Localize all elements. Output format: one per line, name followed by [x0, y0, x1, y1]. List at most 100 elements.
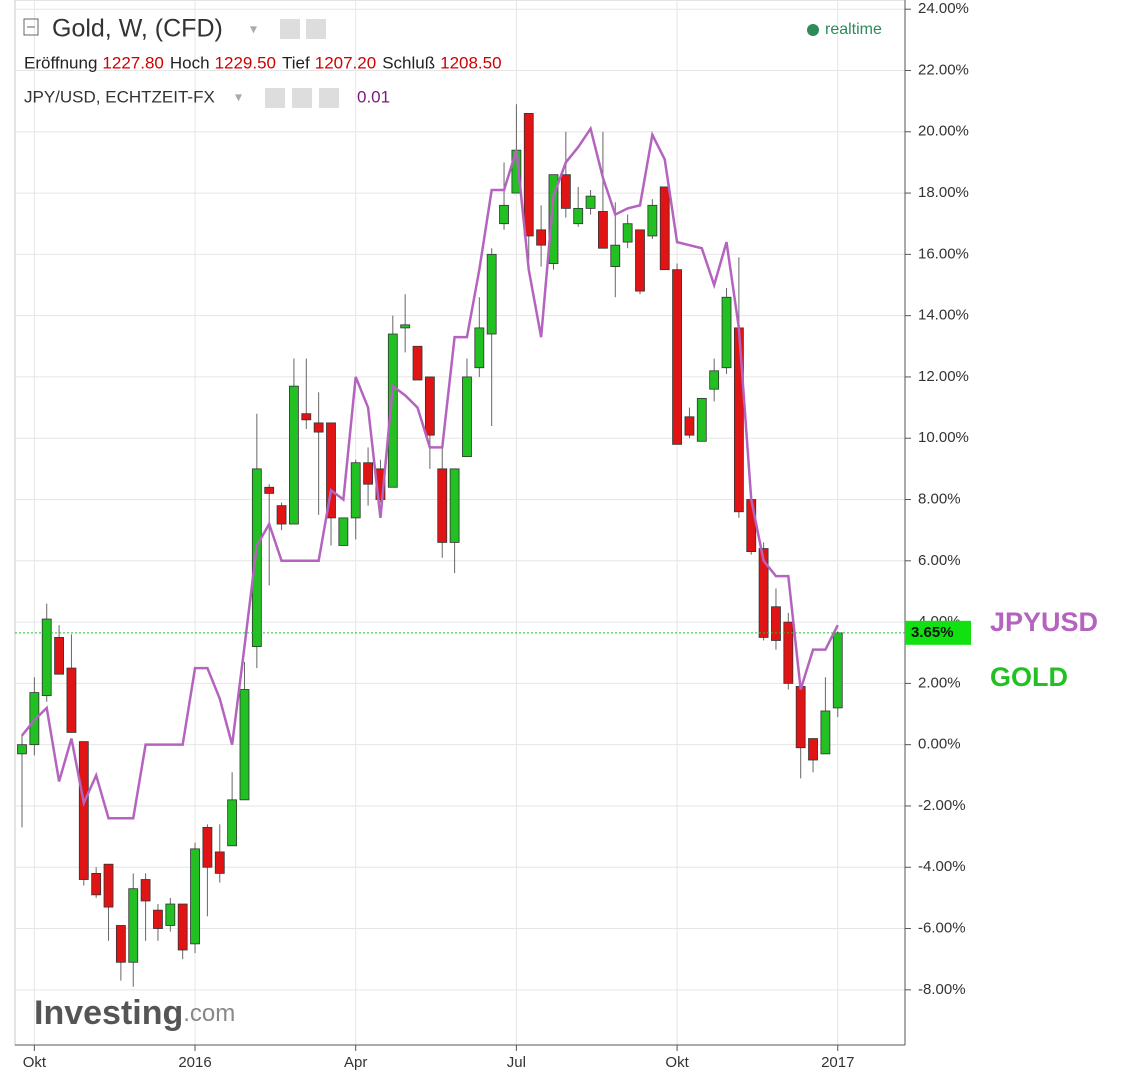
watermark: Investing.com	[34, 994, 235, 1032]
eye-icon[interactable]	[265, 88, 285, 108]
candle-body	[523, 112, 534, 237]
candle-body	[499, 204, 509, 225]
candle-body	[709, 370, 720, 390]
candle-body	[251, 468, 262, 648]
y-tick-label: 2.00%	[918, 674, 961, 691]
y-tick-label: 14.00%	[918, 307, 969, 324]
dropdown-arrow[interactable]: ▾	[235, 89, 242, 105]
candle-body	[771, 606, 781, 641]
candle-body	[548, 174, 559, 264]
candle-body	[598, 211, 608, 249]
candle-body	[659, 186, 670, 271]
candle-body	[214, 851, 225, 874]
candle-body	[140, 879, 151, 902]
candle-body	[573, 207, 584, 225]
y-tick-label: -2.00%	[918, 797, 966, 814]
candle-body	[276, 505, 287, 525]
ohlc-value: 1227.80	[102, 53, 163, 72]
candle-body	[412, 345, 423, 381]
candle-body	[326, 422, 336, 519]
y-tick-label: -8.00%	[918, 981, 966, 998]
candle-body	[239, 689, 250, 801]
y-tick-label: 8.00%	[918, 490, 961, 507]
candle-body	[647, 204, 658, 237]
ohlc-value: 1207.20	[315, 53, 376, 72]
x-tick-label: 2017	[821, 1054, 854, 1071]
candle-body	[820, 710, 831, 755]
candle-body	[387, 333, 398, 488]
y-tick-label: 22.00%	[918, 61, 969, 78]
y-tick-label: -6.00%	[918, 920, 966, 937]
dropdown-arrow[interactable]: ▾	[250, 21, 257, 37]
candle-body	[177, 903, 188, 951]
eye-icon[interactable]	[280, 19, 300, 39]
x-tick-label: Jul	[507, 1054, 526, 1071]
candle-body	[338, 517, 349, 546]
last-price-tag	[905, 620, 971, 645]
last-price-label: 3.65%	[911, 624, 954, 641]
ohlc-value: 1208.50	[440, 53, 501, 72]
y-tick-label: 6.00%	[918, 552, 961, 569]
settings-icon[interactable]	[306, 19, 326, 39]
legend-entry: GOLD	[990, 662, 1068, 692]
candle-body	[622, 223, 633, 243]
ohlc-name: Eröffnung	[24, 53, 97, 72]
candle-body	[536, 229, 547, 246]
candle-body	[264, 486, 275, 494]
candle-body	[66, 667, 77, 733]
candle-body	[486, 253, 497, 335]
y-tick-label: 20.00%	[918, 123, 969, 140]
status: realtime	[825, 21, 882, 38]
y-tick-label: 16.00%	[918, 245, 969, 262]
candle-body	[746, 499, 757, 553]
candle-body	[41, 618, 52, 697]
ohlc-value: 1229.50	[215, 53, 276, 72]
x-tick-label: Okt	[665, 1054, 689, 1071]
candle-body	[78, 741, 89, 880]
x-tick-label: 2016	[178, 1054, 211, 1071]
candle-body	[635, 229, 645, 292]
candle-body	[721, 296, 732, 369]
candle-body	[313, 422, 324, 433]
candle-body	[165, 903, 176, 926]
ohlc-name: Schluß	[382, 53, 435, 72]
candle-body	[363, 462, 373, 485]
candle-body	[202, 827, 213, 868]
candle-body	[560, 174, 571, 209]
candle-body	[808, 738, 818, 761]
candle-body	[758, 548, 769, 638]
settings-icon[interactable]	[292, 88, 312, 108]
candle-body	[350, 462, 361, 519]
candle-body	[795, 686, 806, 749]
candle-body	[610, 244, 621, 268]
candle-body	[301, 413, 312, 421]
candle-body	[672, 269, 682, 445]
overlay-value: 0.01	[357, 87, 390, 106]
watermark-main: Investing	[34, 994, 183, 1032]
watermark-suffix: .com	[183, 1000, 235, 1027]
x-tick-label: Apr	[344, 1054, 367, 1071]
overlay-label: JPY/USD, ECHTZEIT-FX	[24, 87, 215, 106]
status-dot	[807, 24, 819, 36]
ohlc-name: Tief	[282, 53, 310, 72]
y-tick-label: 0.00%	[918, 736, 961, 753]
candle-body	[437, 468, 448, 543]
candle-body	[153, 909, 163, 929]
candle-body	[54, 637, 64, 675]
ohlc-legend: Eröffnung 1227.80 Hoch 1229.50 Tief 1207.20 Sc…	[24, 53, 502, 72]
line-series	[21, 125, 839, 820]
candle-body	[684, 416, 695, 436]
candle-body	[17, 744, 27, 755]
collapse-icon[interactable]	[23, 18, 39, 36]
candle-body	[585, 195, 596, 209]
candle-body	[103, 863, 114, 908]
close-icon[interactable]	[319, 88, 339, 108]
candle-body	[190, 848, 200, 945]
y-tick-label: 10.00%	[918, 429, 969, 446]
candle-body	[449, 468, 460, 543]
candle-body	[474, 327, 485, 369]
chart-title: Gold, W, (CFD)	[52, 15, 223, 43]
candle-body	[91, 872, 102, 896]
